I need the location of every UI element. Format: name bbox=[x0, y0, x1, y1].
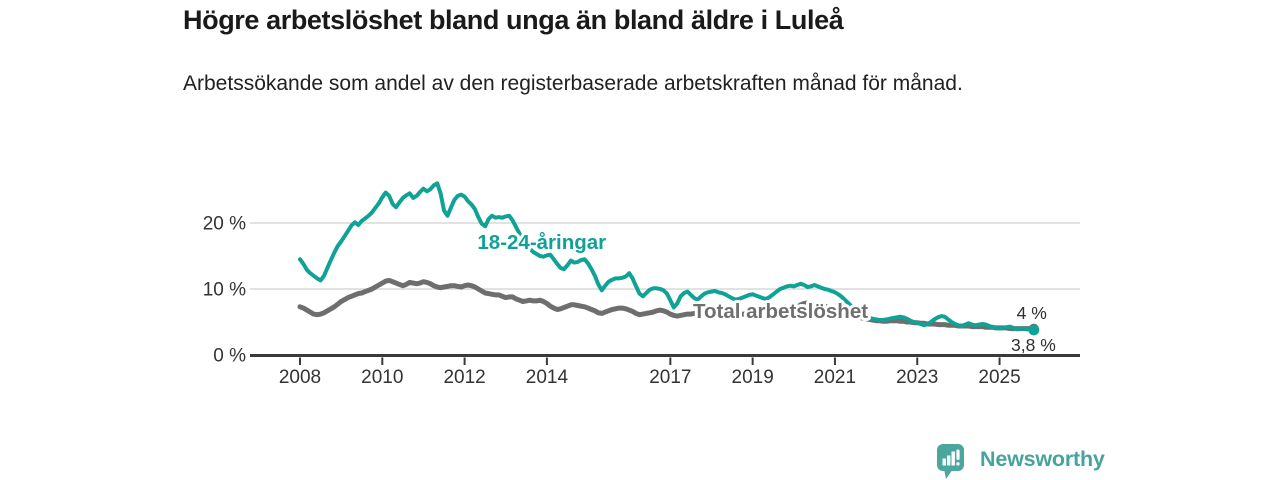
newsworthy-logo[interactable]: Newsworthy bbox=[936, 443, 1105, 480]
end-value-label: 3,8 % bbox=[1011, 335, 1056, 355]
y-tick-label: 0 % bbox=[213, 346, 246, 367]
newsworthy-logo-icon bbox=[937, 444, 964, 479]
x-tick-label: 2021 bbox=[814, 367, 856, 388]
exclamation-glyph bbox=[956, 449, 960, 460]
x-tick-label: 2014 bbox=[526, 367, 569, 388]
brand-name: Newsworthy bbox=[980, 447, 1105, 471]
chart-subtitle: Arbetssökande som andel av den registerb… bbox=[183, 72, 963, 95]
series-label: 18-24-åringar bbox=[477, 231, 606, 254]
series-line-youth bbox=[298, 181, 1036, 332]
series-line-total bbox=[297, 277, 1037, 332]
y-tick-label: 10 % bbox=[203, 280, 246, 301]
y-tick-label: 20 % bbox=[203, 214, 246, 235]
x-tick-label: 2008 bbox=[279, 367, 321, 388]
x-tick-label: 2025 bbox=[978, 367, 1020, 388]
series-end-dot bbox=[1028, 324, 1040, 336]
end-value-label: 4 % bbox=[1017, 303, 1047, 323]
bar-chart-glyph bbox=[942, 458, 946, 466]
x-tick-label: 2019 bbox=[732, 367, 774, 388]
page-title: Högre arbetslöshet bland unga än bland ä… bbox=[183, 5, 844, 35]
x-tick-label: 2012 bbox=[443, 367, 485, 388]
x-tick-label: 2023 bbox=[896, 367, 938, 388]
series-label: Total arbetslöshet bbox=[693, 300, 868, 323]
x-tick-label: 2017 bbox=[649, 367, 691, 388]
x-tick-label: 2010 bbox=[361, 367, 403, 388]
